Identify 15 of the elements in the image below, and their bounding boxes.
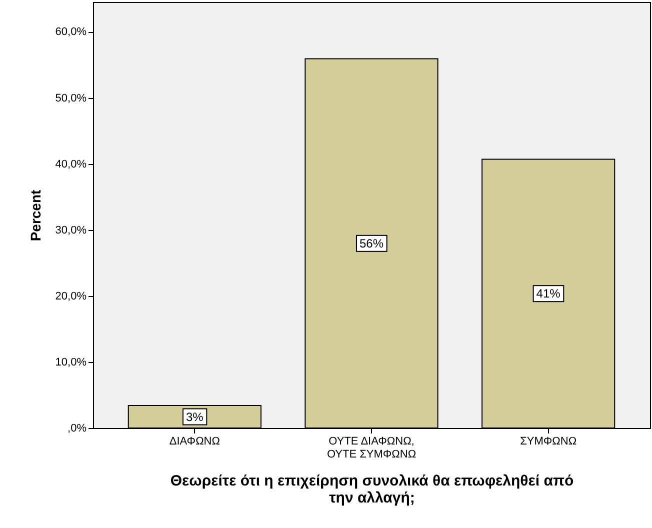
x-tick-label: ΟΥΤΕ ΔΙΑΦΩΝΩ, ΟΥΤΕ ΣΥΜΦΩΝΩ — [326, 436, 416, 460]
y-tick-label: ,0% — [68, 422, 87, 434]
x-tick-label: ΔΙΑΦΩΝΩ — [169, 436, 220, 448]
y-tick-label: 30,0% — [55, 224, 87, 236]
y-tick-label: 40,0% — [55, 158, 87, 170]
y-tick-label: 10,0% — [55, 356, 87, 368]
data-label: 3% — [186, 410, 204, 424]
y-tick-label: 50,0% — [55, 92, 87, 104]
data-label: 56% — [359, 236, 384, 250]
y-tick-label: 60,0% — [55, 26, 87, 38]
y-tick-label: 20,0% — [55, 290, 87, 302]
x-tick-label: ΣΥΜΦΩΝΩ — [520, 436, 577, 448]
y-axis-title: Percent — [27, 189, 44, 242]
data-label: 41% — [536, 286, 561, 301]
x-axis-title: Θεωρείτε ότι η επιχείρηση συνολικά θα επωφεληθεί από την αλλαγή; — [170, 472, 574, 506]
